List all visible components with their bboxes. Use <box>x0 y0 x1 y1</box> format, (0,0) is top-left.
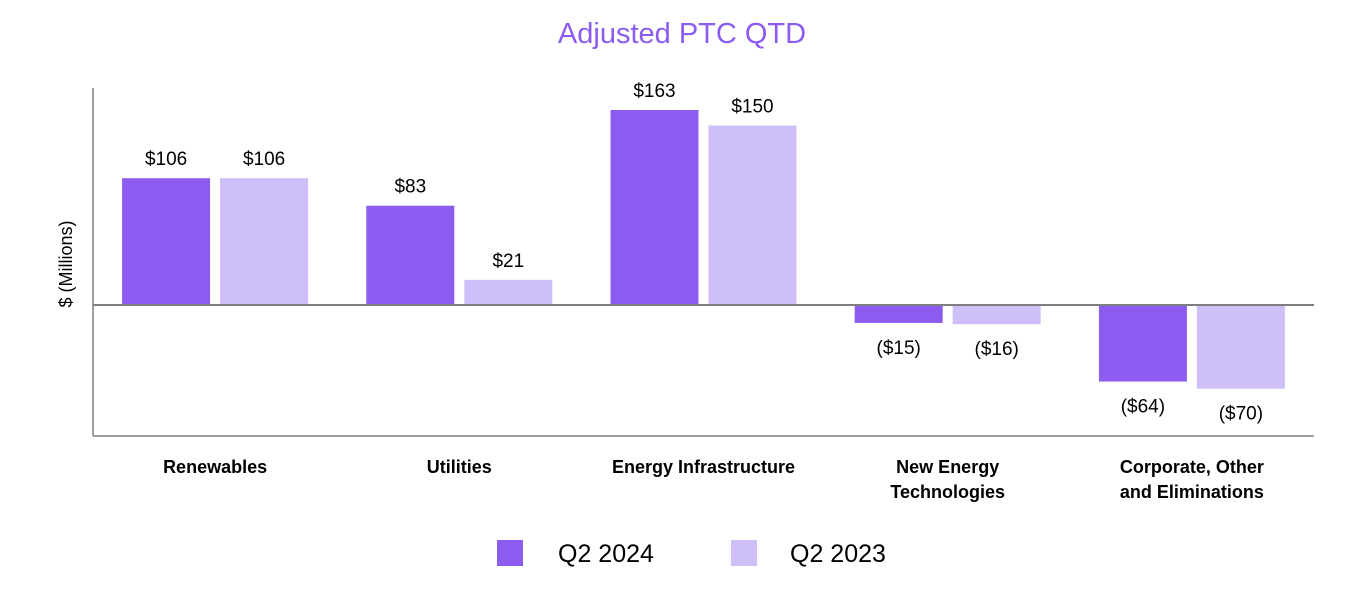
value-label: $106 <box>145 149 187 170</box>
category-label: Energy Infrastructure <box>612 457 795 477</box>
value-label: $106 <box>243 149 285 170</box>
legend-swatch-q2-2024 <box>497 540 523 566</box>
value-label: $21 <box>492 251 524 272</box>
value-label: ($70) <box>1219 404 1263 425</box>
value-label: $163 <box>633 81 675 102</box>
legend: Q2 2024 Q2 2023 <box>497 540 886 568</box>
value-label: ($64) <box>1121 397 1165 418</box>
category-label: Renewables <box>163 457 267 477</box>
chart-title: Adjusted PTC QTD <box>558 18 806 50</box>
value-label: ($15) <box>877 338 921 359</box>
value-label: ($16) <box>975 339 1019 360</box>
legend-label: Q2 2023 <box>790 540 886 568</box>
bars-layer <box>122 110 1285 389</box>
legend-swatch-q2-2023 <box>731 540 757 566</box>
bar-q2-2023-4 <box>1196 305 1285 389</box>
category-label: and Eliminations <box>1120 482 1264 502</box>
category-label: Corporate, Other <box>1120 457 1264 477</box>
value-label: $83 <box>394 177 426 198</box>
bar-q2-2024-3 <box>854 305 943 323</box>
bar-q2-2023-1 <box>464 279 553 305</box>
bar-q2-2024-0 <box>122 178 211 305</box>
bar-q2-2023-0 <box>220 178 309 305</box>
bar-q2-2023-3 <box>952 305 1041 325</box>
value-label: $150 <box>731 97 773 118</box>
category-label: Utilities <box>427 457 492 477</box>
bar-q2-2024-4 <box>1098 305 1187 382</box>
categories-layer: Renewables Utilities Energy Infrastructure… <box>163 457 1264 502</box>
category-label: Technologies <box>890 482 1005 502</box>
bar-q2-2024-1 <box>366 205 455 305</box>
bar-q2-2023-2 <box>708 125 797 305</box>
y-axis-label: $ (Millions) <box>56 220 76 307</box>
labels-layer: $106 $106 $83 $21 $163 $150 ($15) ($16) ($64) ($7… <box>145 81 1263 425</box>
category-label: New Energy <box>896 457 999 477</box>
legend-label: Q2 2024 <box>558 540 654 568</box>
bar-q2-2024-2 <box>610 110 699 305</box>
